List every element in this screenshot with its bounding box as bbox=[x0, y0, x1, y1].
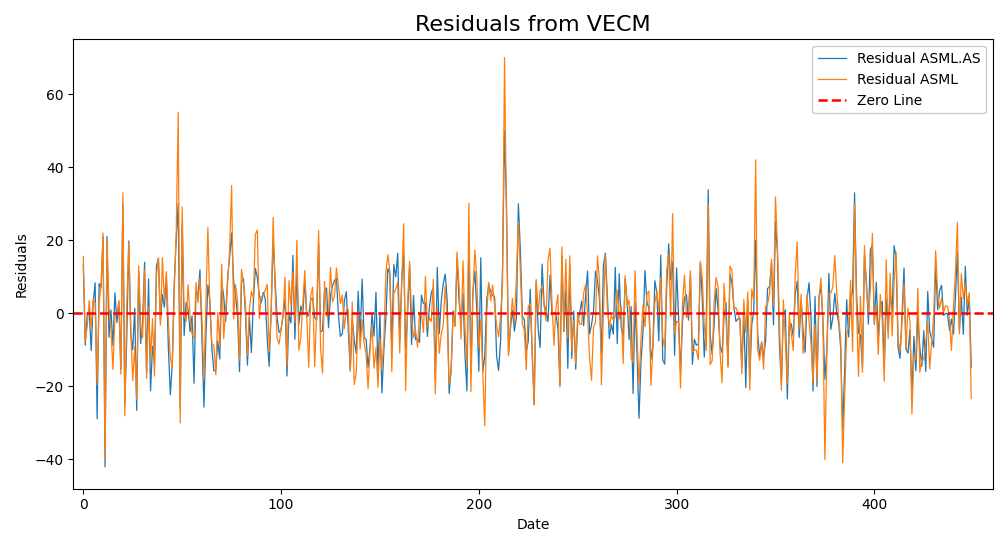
Residual ASML.AS bbox=[78, 262, 90, 269]
Residual ASML bbox=[499, 54, 511, 61]
Residual ASML.AS bbox=[724, 271, 736, 278]
Residual ASML bbox=[580, 281, 592, 288]
Residual ASML.AS bbox=[966, 364, 978, 370]
Residual ASML bbox=[966, 395, 978, 402]
Residual ASML.AS bbox=[499, 127, 511, 134]
X-axis label: Date: Date bbox=[516, 518, 550, 532]
Zero Line bbox=[78, 310, 90, 317]
Residual ASML.AS bbox=[99, 463, 111, 470]
Zero Line bbox=[80, 310, 92, 317]
Residual ASML bbox=[837, 459, 849, 466]
Residual ASML bbox=[226, 182, 238, 189]
Line: Residual ASML: Residual ASML bbox=[84, 57, 972, 463]
Residual ASML.AS bbox=[228, 277, 240, 284]
Residual ASML bbox=[78, 253, 90, 260]
Residual ASML.AS bbox=[931, 306, 943, 313]
Residual ASML.AS bbox=[956, 294, 968, 301]
Residual ASML bbox=[956, 271, 968, 277]
Y-axis label: Residuals: Residuals bbox=[15, 231, 29, 297]
Residual ASML.AS bbox=[178, 332, 191, 339]
Residual ASML bbox=[176, 203, 188, 210]
Residual ASML bbox=[931, 290, 943, 296]
Residual ASML bbox=[722, 364, 734, 371]
Line: Residual ASML.AS: Residual ASML.AS bbox=[84, 131, 972, 467]
Title: Residuals from VECM: Residuals from VECM bbox=[415, 15, 651, 35]
Legend: Residual ASML.AS, Residual ASML, Zero Line: Residual ASML.AS, Residual ASML, Zero Li… bbox=[812, 46, 986, 113]
Residual ASML.AS bbox=[582, 268, 594, 275]
